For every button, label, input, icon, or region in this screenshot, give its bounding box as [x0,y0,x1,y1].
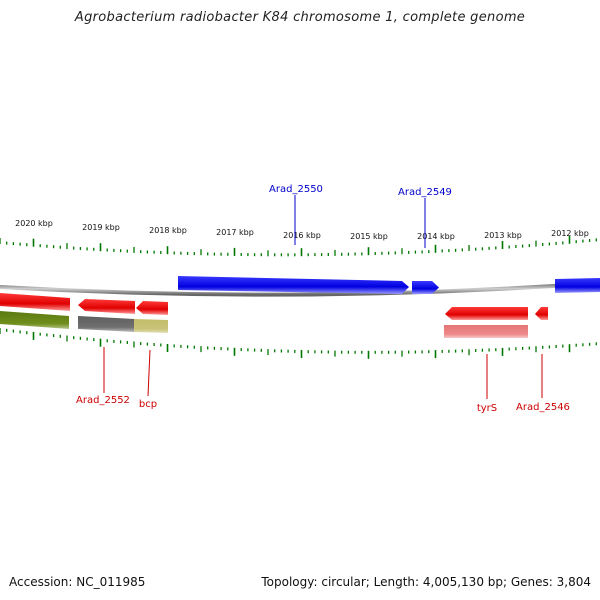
gene-reverse-arad-2546[interactable] [535,307,548,320]
topology-text: Topology: circular; Length: 4,005,130 bp… [261,575,591,589]
gene-reverse-bcp[interactable] [136,301,168,315]
kbp-label: 2014 kbp [417,232,455,241]
kbp-label: 2012 kbp [551,229,589,238]
outer-tick-row [0,235,597,257]
feature-khaki-bcp[interactable] [134,319,168,333]
gene-reverse-tyrs[interactable] [445,307,528,320]
svg-text:bcp: bcp [139,399,157,410]
inner-tick-row [0,328,597,359]
label-arad-2546[interactable]: Arad_2546 [516,354,570,413]
kbp-label: 2019 kbp [82,223,120,232]
kbp-label: 2017 kbp [216,228,254,237]
kbp-label: 2016 kbp [283,231,321,240]
label-arad-2550[interactable]: Arad_2550 [269,184,323,245]
svg-text:Arad_2549: Arad_2549 [398,187,452,198]
kbp-label: 2013 kbp [484,231,522,240]
feature-salmon-tyrs[interactable] [444,325,528,338]
feature-olive-left[interactable] [0,311,69,329]
svg-text:Arad_2552: Arad_2552 [76,395,130,406]
kbp-label: 2018 kbp [149,226,187,235]
label-bcp[interactable]: bcp [139,349,157,410]
accession-text: Accession: NC_011985 [9,575,146,589]
kbp-label: 2020 kbp [15,219,53,228]
kbp-label: 2015 kbp [350,232,388,241]
gene-forward-arad-2550[interactable] [178,276,409,294]
svg-text:Arad_2546: Arad_2546 [516,402,570,413]
svg-text:Arad_2550: Arad_2550 [269,184,323,195]
label-tyrs[interactable]: tyrS [477,354,497,414]
gene-forward-right-edge[interactable] [555,278,600,293]
label-arad-2552[interactable]: Arad_2552 [76,347,130,406]
genome-backbone [0,281,600,297]
label-arad-2549[interactable]: Arad_2549 [398,187,452,248]
page-title: Agrobacterium radiobacter K84 chromosome… [74,10,526,25]
svg-text:tyrS: tyrS [477,403,497,414]
gene-reverse-arad-2552[interactable] [78,299,135,314]
feature-gray-arad-2552[interactable] [78,316,134,332]
gene-forward-arad-2549[interactable] [412,281,439,294]
kbp-scale: 2020 kbp 2019 kbp 2018 kbp 2017 kbp 2016… [15,219,589,241]
gene-reverse-left-edge[interactable] [0,293,70,311]
